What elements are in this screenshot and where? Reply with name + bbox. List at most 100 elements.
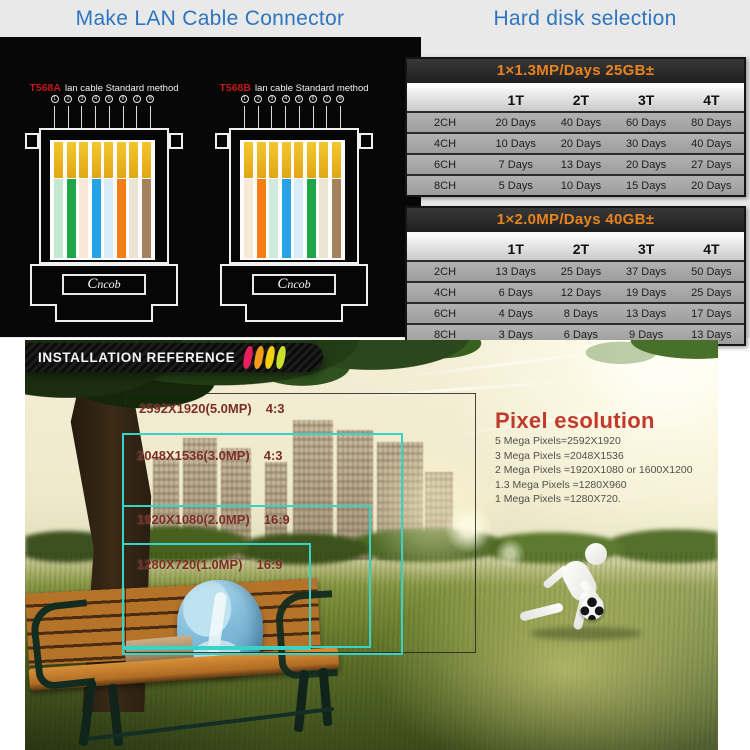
pin-numbers: 1 2 3 4 5 6 7 8 [50, 95, 155, 105]
wire-white-brown [129, 142, 139, 258]
pixel-info-line: 1 Mega Pixels =1280X720. [495, 493, 621, 505]
pin-number: 6 [119, 95, 128, 103]
pixel-info-line: 2 Mega Pixels =1920X1080 or 1600X1200 [495, 464, 693, 476]
table-row: 6CH 4 Days 8 Days 13 Days 17 Days [407, 302, 744, 323]
column-header: 2T [572, 240, 590, 257]
installation-reference-banner: INSTALLATION REFERENCE [25, 343, 323, 372]
wire-lead [132, 106, 141, 128]
pin-cell: 6 [309, 95, 318, 105]
pin-cell: 4 [281, 95, 290, 105]
pin-number: 8 [146, 95, 155, 103]
wire-leads [240, 106, 345, 128]
table-title: 1×1.3MP/Days 25GB± [407, 59, 744, 83]
wire-lead [267, 106, 276, 128]
table-cell: 7 Days [498, 158, 533, 171]
pin-number: 6 [309, 95, 318, 103]
pin-cell: 3 [77, 95, 86, 105]
resolution-label-1mp: 1280X720(1.0MP) 16:9 [137, 557, 283, 572]
pin-cell: 3 [267, 95, 276, 105]
connector-t568a: T568A lan cable Standard method 1 2 3 4 5… [24, 82, 184, 324]
wire-white-orange [79, 142, 89, 258]
pin-cell: 1 [240, 95, 249, 105]
table-row: 4CH 10 Days 20 Days 30 Days 40 Days [407, 132, 744, 153]
connector-tab-left [215, 133, 229, 149]
wire-orange [256, 142, 266, 258]
aspect-ratio: 16:9 [256, 557, 283, 572]
aspect-ratio: 4:3 [263, 448, 283, 463]
pin-numbers: 1 2 3 4 5 6 7 8 [240, 95, 345, 105]
pin-cell: 6 [119, 95, 128, 105]
brand-logo: Cncob [252, 274, 336, 295]
table-cell: 6 Days [498, 286, 533, 299]
table-cell: 10 Days [495, 137, 536, 150]
wire-lead [336, 106, 345, 128]
column-header: 4T [703, 91, 720, 108]
resolution-label-3mp: 2048X1536(3.0MP) 4:3 [137, 448, 283, 463]
column-header: 2T [572, 91, 590, 108]
wire-lead [119, 106, 128, 128]
column-header: 1T [507, 91, 524, 108]
pin-cell: 1 [50, 95, 59, 105]
connector-label: T568B lan cable Standard method [214, 82, 374, 94]
wire-white-brown [319, 142, 329, 258]
wire-lead [309, 106, 318, 128]
table-divider [407, 83, 744, 88]
table-cell: 40 Days [691, 137, 732, 150]
wire-lead [240, 106, 249, 128]
table-column-headers: 1T 2T 3T 4T [407, 237, 744, 260]
table-cell: 4 Days [498, 307, 533, 320]
wire-lead [91, 106, 100, 128]
connector-step [245, 304, 343, 322]
table-row: 2CH 20 Days 40 Days 60 Days 80 Days [407, 111, 744, 132]
pin-number: 5 [295, 95, 304, 103]
standard-method: lan cable Standard method [64, 83, 179, 94]
row-label: 6CH [434, 307, 457, 320]
chevron-orange [253, 346, 266, 369]
wire-color-area [50, 140, 155, 260]
pin-number: 2 [254, 95, 263, 103]
table-cell: 19 Days [625, 286, 667, 299]
resolution-rect-5mp: 2592X1920(5.0MP) 4:3 [125, 393, 476, 653]
table-divider [407, 232, 744, 237]
connector-step [55, 304, 153, 322]
wire-brown [141, 142, 151, 258]
wire-white-blue [104, 142, 114, 258]
wire-green [306, 142, 316, 258]
lan-connector-panel: T568A lan cable Standard method 1 2 3 4 5… [0, 37, 421, 337]
wire-lead [146, 106, 155, 128]
table-cell: 8 Days [563, 307, 599, 320]
hdd-section-title: Hard disk selection [493, 7, 677, 30]
pin-number: 7 [132, 95, 141, 103]
pin-number: 5 [105, 95, 114, 103]
pin-cell: 8 [146, 95, 155, 105]
top-section: Make LAN Cable Connector Hard disk selec… [0, 0, 750, 346]
wire-blue [281, 142, 291, 258]
chevron-pink [242, 346, 255, 369]
table-cell: 80 Days [691, 116, 732, 129]
table-row: 6CH 7 Days 13 Days 20 Days 27 Days [407, 153, 744, 174]
pin-cell: 7 [322, 95, 331, 105]
standard-name: T568B [219, 82, 251, 94]
connector-tab-right [359, 133, 373, 149]
chevron-decoration [242, 346, 288, 369]
pin-cell: 2 [254, 95, 263, 105]
column-header: 1T [507, 240, 524, 257]
wire-lead [50, 106, 59, 128]
pixel-info-line: 5 Mega Pixels=2592X1920 [495, 435, 621, 447]
table-cell: 25 Days [560, 265, 602, 278]
standard-method: lan cable Standard method [254, 83, 369, 94]
table-cell: 13 Days [495, 265, 536, 278]
table-cell: 13 Days [560, 158, 602, 171]
table-row: 8CH 3 Days 6 Days 9 Days 13 Days [407, 323, 744, 344]
table-cell: 12 Days [560, 286, 602, 299]
wire-lead [105, 106, 114, 128]
connector-base [220, 264, 368, 306]
table-row: 8CH 5 Days 10 Days 15 Days 20 Days [407, 174, 744, 195]
wire-lead [254, 106, 263, 128]
table-cell: 17 Days [691, 307, 732, 320]
wire-white-green [269, 142, 279, 258]
pin-number: 3 [77, 95, 86, 103]
pin-number: 1 [50, 95, 59, 103]
pin-number: 1 [240, 95, 249, 103]
table-cell: 40 Days [560, 116, 602, 129]
